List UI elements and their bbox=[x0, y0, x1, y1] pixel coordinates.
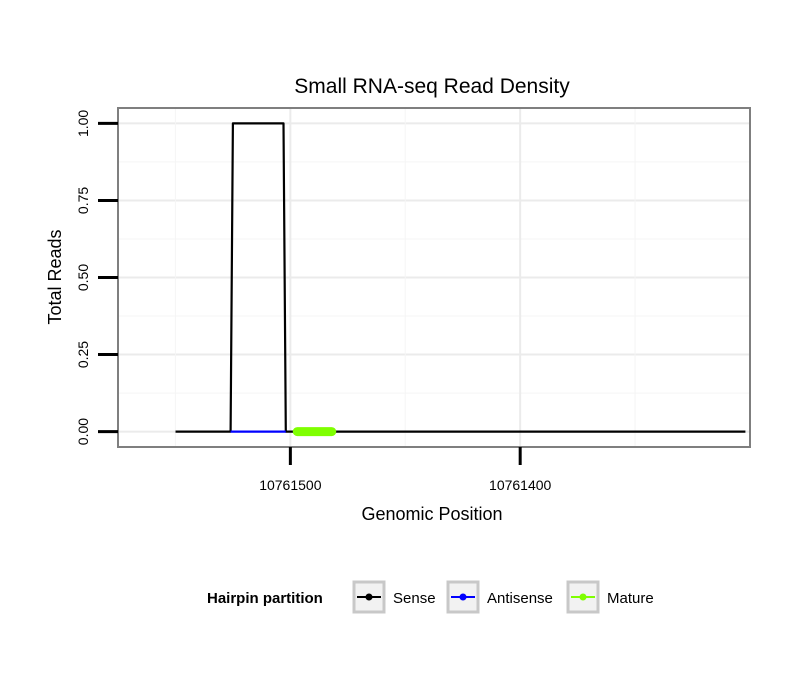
legend-item-sense: Sense bbox=[352, 580, 436, 614]
y-tick-label: 0.75 bbox=[75, 187, 91, 214]
y-axis-title: Total Reads bbox=[45, 229, 65, 324]
legend-key-dot bbox=[579, 593, 587, 601]
x-axis-title: Genomic Position bbox=[361, 504, 502, 524]
chart-title: Small RNA-seq Read Density bbox=[294, 75, 570, 98]
data-series bbox=[175, 122, 746, 437]
legend-label: Sense bbox=[393, 590, 436, 607]
legend-label: Antisense bbox=[487, 590, 553, 607]
legend-key-dot bbox=[459, 593, 467, 601]
y-tick-label: 1.00 bbox=[75, 110, 91, 137]
series-line-sense bbox=[175, 122, 746, 433]
y-tick-label: 0.00 bbox=[75, 418, 91, 445]
panel-grid bbox=[118, 108, 750, 447]
x-tick-label: 10761500 bbox=[259, 477, 322, 493]
y-axis: 0.00 0.25 0.50 0.75 1.00 bbox=[75, 110, 118, 445]
x-axis: 10761500 10761400 bbox=[259, 447, 552, 493]
legend-item-antisense: Antisense bbox=[446, 580, 553, 614]
y-tick-label: 0.50 bbox=[75, 264, 91, 291]
legend-label: Mature bbox=[607, 590, 654, 607]
legend: Hairpin partition Sense Antisense Mature bbox=[207, 580, 654, 614]
legend-item-mature: Mature bbox=[566, 580, 654, 614]
legend-key-dot bbox=[365, 593, 373, 601]
x-tick-label: 10761400 bbox=[489, 477, 552, 493]
legend-title: Hairpin partition bbox=[207, 590, 323, 607]
y-tick-label: 0.25 bbox=[75, 341, 91, 368]
